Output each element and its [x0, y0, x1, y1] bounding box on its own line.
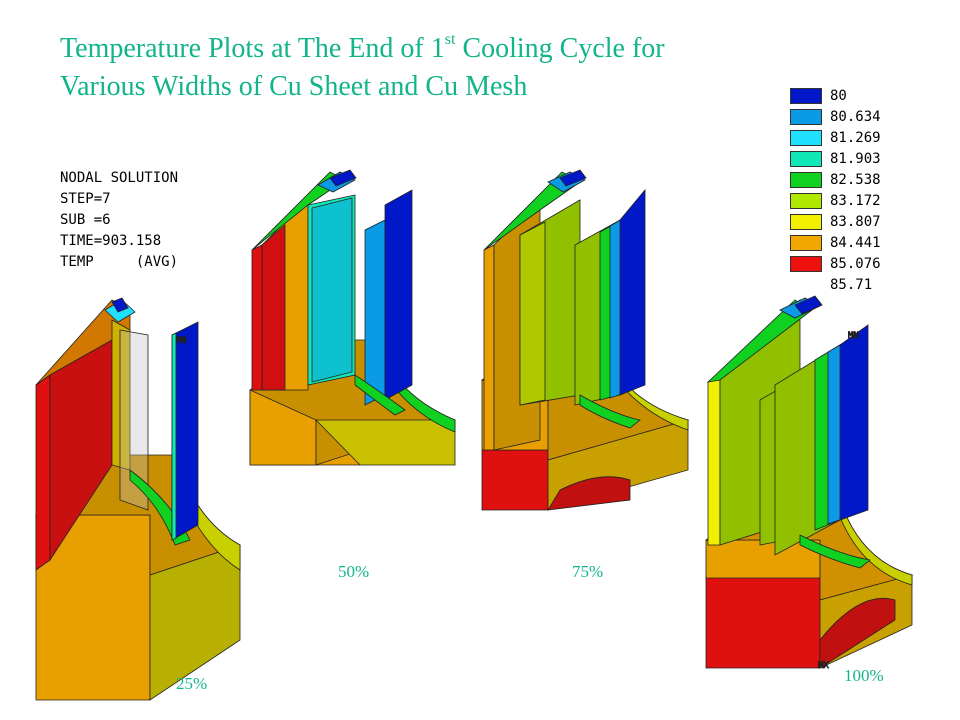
legend-swatch	[790, 151, 822, 167]
label-50-percent: 50%	[338, 562, 370, 581]
legend-swatch	[790, 193, 822, 209]
legend-swatch	[790, 214, 822, 230]
nodal-line: TIME=903.158	[60, 233, 162, 249]
legend-swatch	[790, 88, 822, 104]
base-red-side	[819, 598, 896, 669]
nodal-line: SUB =6	[60, 212, 111, 228]
cu-mesh-blue	[619, 188, 646, 396]
base-block-front	[481, 449, 549, 511]
nodal-line: STEP=7	[60, 191, 111, 207]
wall-front	[483, 244, 495, 451]
wall-cold-tip	[329, 169, 357, 187]
green-contour	[579, 394, 641, 429]
wall-red-band	[261, 224, 286, 391]
cu-sheet-yellow	[519, 221, 546, 406]
nodal-line: TEMP (AVG)	[60, 254, 179, 270]
legend-label: 85.71	[830, 277, 873, 293]
base-red-side	[547, 476, 631, 511]
mx-marker: MX	[818, 661, 829, 671]
mn-marker: MN	[176, 336, 187, 346]
wall-cold-tip	[794, 295, 823, 315]
title-superscript: st	[444, 31, 456, 48]
title-line2: Various Widths of Cu Sheet and Cu Mesh	[60, 71, 528, 102]
base-block-side	[315, 419, 456, 466]
legend-swatch	[790, 235, 822, 251]
legend-swatch	[790, 109, 822, 125]
cu-mesh-edge	[171, 332, 177, 541]
nodal-solution-info: NODAL SOLUTION STEP=7 SUB =6 TIME=903.15…	[60, 168, 178, 273]
nodal-line: NODAL SOLUTION	[60, 170, 179, 186]
mn-marker: MN	[848, 331, 859, 341]
fillet-surface	[837, 499, 913, 586]
title-line1-suffix: Cooling Cycle for	[455, 33, 665, 64]
legend-label: 81.903	[830, 151, 881, 167]
legend-swatch	[790, 172, 822, 188]
title-line1-prefix: Temperature Plots at The End of 1	[60, 33, 445, 64]
cu-mesh-plate-2	[384, 189, 413, 401]
legend-label: 81.269	[830, 130, 881, 146]
legend-label: 80.634	[830, 109, 881, 125]
green-contour	[799, 534, 871, 569]
legend-label: 82.538	[830, 172, 881, 188]
cu-mesh-plate	[364, 219, 386, 406]
label-25-percent: 25%	[176, 674, 208, 693]
legend-label: 80	[830, 88, 847, 104]
model-50-percent	[249, 169, 457, 466]
wall-cold-tip	[111, 297, 129, 313]
cu-sheet-frame	[311, 197, 353, 383]
green-contour	[354, 374, 406, 416]
wall-cold-tip	[559, 169, 587, 187]
wall-front	[707, 374, 721, 546]
label-75-percent: 75%	[572, 562, 604, 581]
label-100-percent: 100%	[844, 666, 884, 685]
model-25-percent: MN	[34, 297, 241, 701]
legend-swatch	[790, 256, 822, 272]
legend-label: 85.076	[830, 256, 881, 272]
wall-front	[35, 374, 51, 571]
legend-swatch	[790, 130, 822, 146]
legend-label: 84.441	[830, 235, 881, 251]
legend-label: 83.807	[830, 214, 881, 230]
cu-sheet	[119, 329, 149, 511]
cu-mesh-blue	[839, 324, 869, 521]
wall-front	[251, 244, 263, 391]
base-block-side	[149, 544, 241, 701]
model-100-percent: MN MX	[704, 295, 914, 671]
model-75-percent	[480, 169, 690, 511]
legend-label: 83.172	[830, 193, 881, 209]
slide-title: Temperature Plots at The End of 1st Cool…	[60, 30, 780, 106]
base-block-front	[705, 574, 821, 669]
